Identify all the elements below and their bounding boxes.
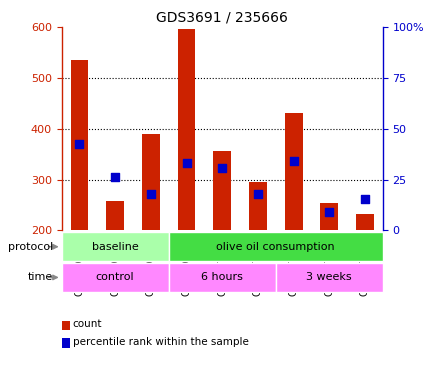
- Bar: [240, 27, 276, 230]
- Text: baseline: baseline: [92, 242, 139, 252]
- Bar: [356, 214, 374, 230]
- Point: [112, 174, 119, 180]
- Text: control: control: [96, 272, 135, 283]
- Bar: [70, 60, 88, 230]
- Bar: [169, 27, 204, 230]
- Bar: [249, 182, 267, 230]
- Text: olive oil consumption: olive oil consumption: [216, 242, 335, 252]
- Text: count: count: [73, 319, 102, 329]
- Point: [254, 191, 261, 197]
- Text: 3 weeks: 3 weeks: [306, 272, 352, 283]
- Point: [326, 209, 333, 215]
- Bar: [106, 201, 124, 230]
- Bar: [285, 113, 303, 230]
- Bar: [276, 27, 312, 230]
- Title: GDS3691 / 235666: GDS3691 / 235666: [156, 10, 288, 24]
- Text: protocol: protocol: [7, 242, 53, 252]
- Bar: [347, 27, 383, 230]
- Text: time: time: [28, 272, 53, 283]
- Bar: [133, 27, 169, 230]
- Bar: [97, 27, 133, 230]
- Point: [290, 158, 297, 164]
- Bar: [204, 27, 240, 230]
- Bar: [169, 263, 276, 292]
- Bar: [320, 203, 338, 230]
- Bar: [62, 232, 169, 261]
- Text: 6 hours: 6 hours: [201, 272, 243, 283]
- Point: [76, 141, 83, 147]
- Point: [361, 196, 368, 202]
- Point: [183, 160, 190, 166]
- Bar: [62, 263, 169, 292]
- Bar: [178, 29, 195, 230]
- Text: percentile rank within the sample: percentile rank within the sample: [73, 337, 249, 347]
- Bar: [312, 27, 347, 230]
- Point: [147, 191, 154, 197]
- Bar: [169, 232, 383, 261]
- Bar: [213, 151, 231, 230]
- Bar: [276, 263, 383, 292]
- Point: [219, 165, 226, 171]
- Bar: [142, 134, 160, 230]
- Bar: [62, 27, 97, 230]
